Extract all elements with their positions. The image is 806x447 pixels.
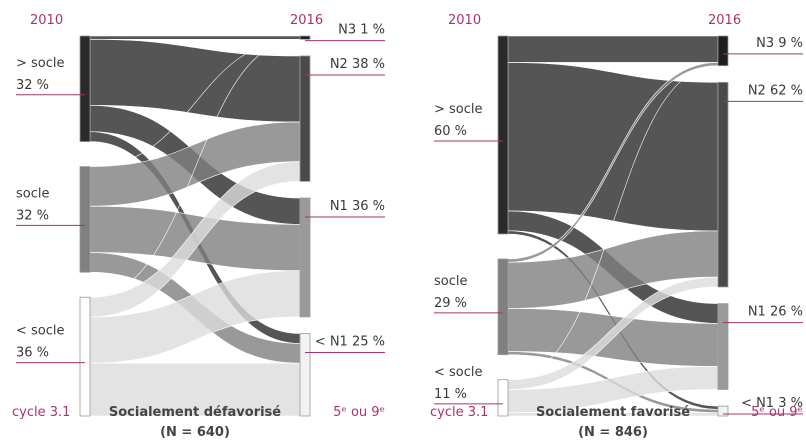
chart-title: Socialement défavorisé (109, 405, 281, 420)
node-text: N3 1 % (338, 23, 385, 38)
right-node (299, 333, 311, 417)
node-label: N3 (756, 36, 774, 51)
footer-left: cycle 3.1 (12, 405, 70, 420)
footer-right: 5ᵉ ou 9ᵉ (751, 405, 803, 420)
node-label: < N1 (741, 396, 774, 411)
node-value: 29 % (434, 296, 467, 311)
chart-title: Socialement favorisé (536, 405, 690, 420)
left-node (497, 258, 509, 356)
footer-left: cycle 3.1 (430, 405, 488, 420)
left-node (79, 166, 91, 273)
node-label: > socle (434, 102, 483, 117)
right-title: 2016 (290, 13, 323, 28)
node-text: N2 38 % (330, 57, 385, 72)
right-node (717, 405, 729, 417)
flow (89, 35, 301, 40)
left-title: 2010 (30, 13, 63, 28)
right-node (717, 35, 729, 67)
node-value: 36 % (16, 346, 49, 361)
node-label: < N1 (315, 335, 348, 350)
left-node (497, 35, 509, 235)
node-label: N2 (330, 57, 348, 72)
right-node (717, 303, 729, 390)
node-value: 32 % (16, 208, 49, 223)
flow (507, 230, 719, 309)
node-value: 32 % (16, 78, 49, 93)
node-text: < N1 3 % (741, 396, 803, 411)
node-label: < socle (434, 365, 483, 380)
node-value: 9 % (778, 36, 803, 51)
node-label: > socle (16, 56, 65, 71)
right-node (299, 55, 311, 182)
node-value: 26 % (770, 305, 803, 320)
left-node (497, 379, 509, 417)
right-node (299, 35, 311, 40)
flow (507, 62, 719, 232)
node-value: 3 % (778, 396, 803, 411)
node-label: N1 (330, 199, 348, 214)
node-value: 11 % (434, 387, 467, 402)
node-value: 1 % (360, 23, 385, 38)
node-label: N2 (748, 83, 766, 98)
node-text: < N1 25 % (315, 335, 385, 350)
left-node (79, 35, 91, 142)
node-label: N3 (338, 23, 356, 38)
node-value: 38 % (352, 57, 385, 72)
node-label: N1 (748, 305, 766, 320)
node-label: < socle (16, 324, 65, 339)
chart-subtitle: (N = 640) (160, 425, 230, 440)
right-node (717, 81, 729, 288)
node-text: N1 26 % (748, 305, 803, 320)
node-value: 36 % (352, 199, 385, 214)
node-value: 62 % (770, 83, 803, 98)
node-label: socle (16, 186, 49, 201)
chart-subtitle: (N = 846) (578, 425, 648, 440)
node-text: N1 36 % (330, 199, 385, 214)
left-node (79, 296, 91, 417)
node-text: N3 9 % (756, 36, 803, 51)
right-node (299, 197, 311, 318)
node-value: 60 % (434, 124, 467, 139)
right-title: 2016 (708, 13, 741, 28)
node-text: N2 62 % (748, 83, 803, 98)
left-title: 2010 (448, 13, 481, 28)
flow (507, 35, 719, 63)
node-value: 25 % (352, 335, 385, 350)
node-label: socle (434, 274, 467, 289)
footer-right: 5ᵉ ou 9ᵉ (333, 405, 385, 420)
